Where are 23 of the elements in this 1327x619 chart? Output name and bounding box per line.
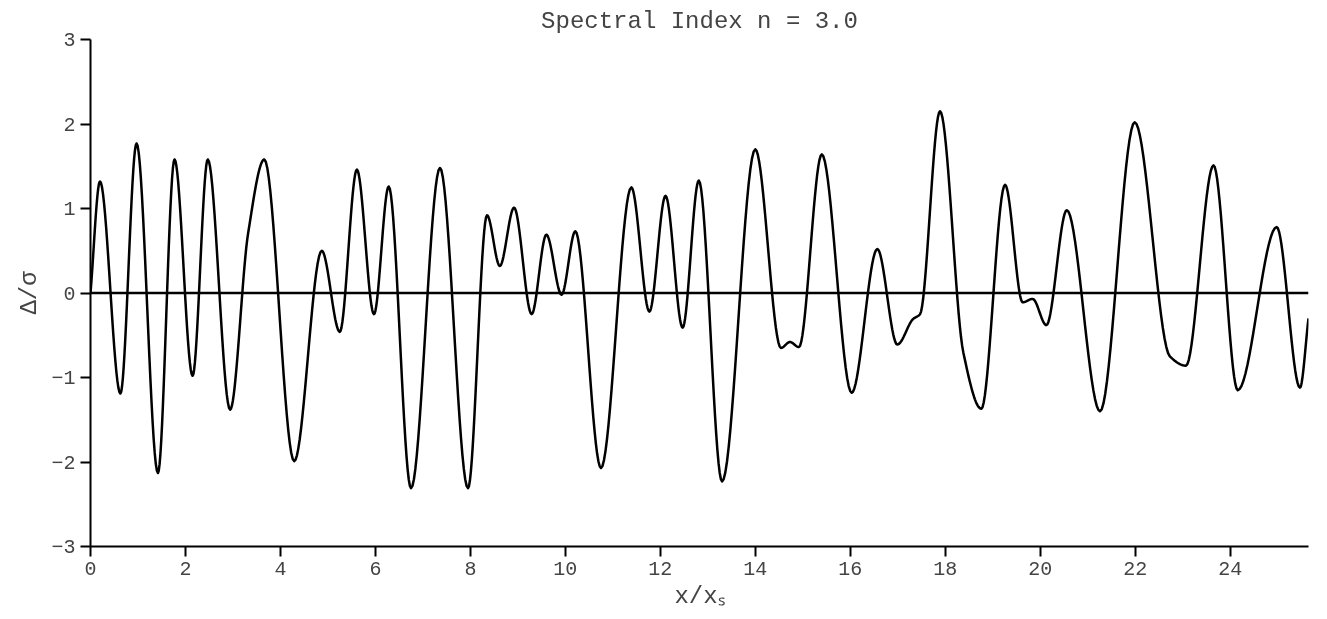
x-axis-title: x/xₛ: [674, 582, 725, 610]
x-tick-label: 12: [648, 557, 673, 581]
x-tick-label: 24: [1218, 557, 1243, 581]
x-tick-label: 14: [743, 557, 768, 581]
x-tick-label: 8: [464, 557, 477, 581]
y-tick-label: 0: [63, 282, 76, 306]
x-tick-label: 4: [274, 557, 287, 581]
y-tick-label: 1: [63, 198, 76, 221]
y-tick-label: 2: [63, 113, 76, 137]
x-tick-label: 2: [179, 557, 192, 581]
x-tick-label: 16: [838, 557, 863, 581]
y-tick-label: −1: [51, 367, 76, 390]
y-axis-title: Δ/σ: [16, 270, 44, 315]
x-tick-label: 20: [1028, 557, 1053, 581]
x-tick-label: 6: [369, 557, 382, 581]
x-tick-label: 0: [84, 557, 97, 581]
y-tick-label: −3: [51, 536, 76, 559]
x-tick-label: 10: [553, 557, 578, 581]
chart-title: Spectral Index n = 3.0: [541, 7, 858, 35]
x-tick-label: 22: [1123, 557, 1148, 581]
y-tick-label: 3: [63, 29, 76, 52]
x-tick-label: 18: [933, 557, 958, 581]
y-tick-label: −2: [51, 451, 76, 475]
